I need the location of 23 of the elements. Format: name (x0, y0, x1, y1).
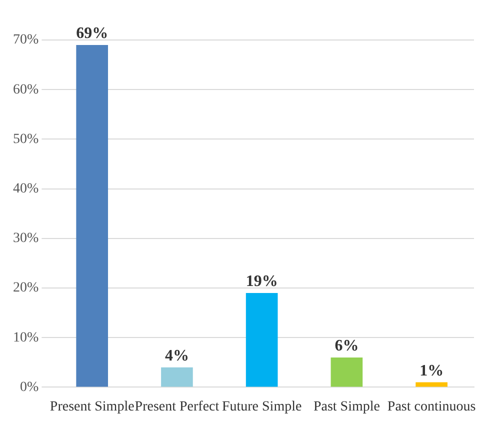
x-tick-label: Future Simple (222, 399, 302, 414)
y-tick-label: 20% (12, 280, 39, 296)
x-tick-label: Past Simple (313, 399, 380, 414)
bar (76, 44, 108, 387)
y-tick-label: 10% (12, 330, 39, 346)
y-tick-label: 50% (12, 132, 39, 147)
x-tick-label: Present Simple (50, 399, 134, 414)
x-tick-label: Present Perfect (134, 399, 220, 414)
y-tick-label: 70% (12, 32, 39, 48)
data-label: 19% (246, 273, 278, 290)
bar (161, 367, 193, 387)
data-label: 4% (164, 348, 189, 364)
data-label: 69% (76, 25, 108, 42)
y-tick-label: 40% (12, 181, 39, 196)
y-tick-label: 60% (12, 82, 39, 98)
y-tick-label: 0% (20, 380, 39, 395)
data-label: 6% (334, 338, 359, 355)
x-tick-label: Past continuous (387, 399, 476, 414)
bar (246, 292, 278, 387)
y-tick-label: 30% (12, 231, 39, 246)
bar (416, 382, 448, 387)
bar (330, 357, 363, 387)
data-label: 1% (420, 362, 444, 380)
